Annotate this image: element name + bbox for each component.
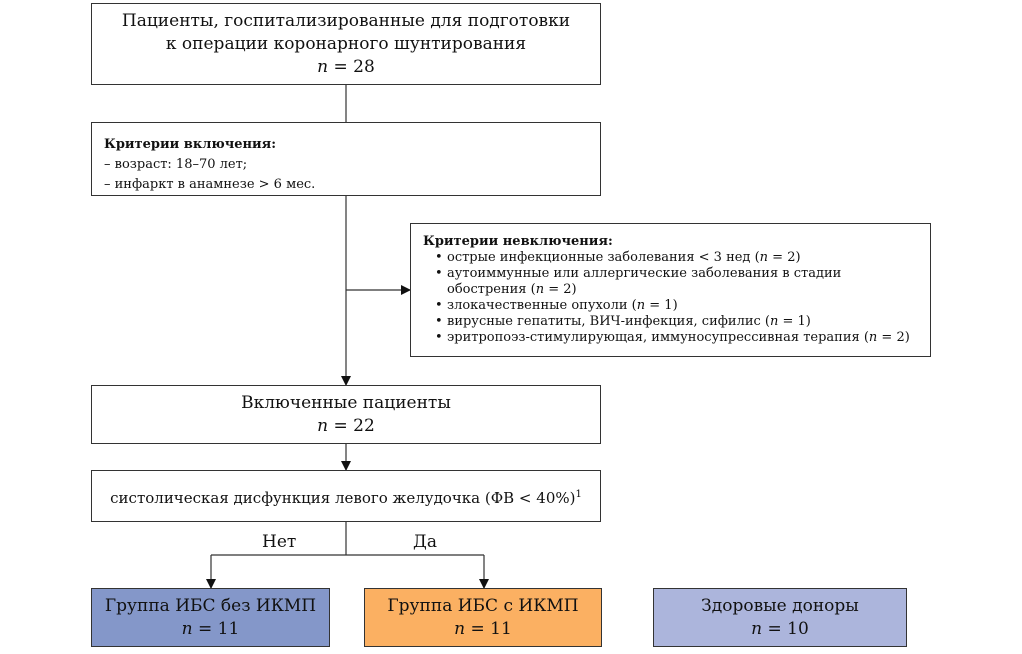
included-title: Включенные пациенты bbox=[241, 392, 451, 413]
included-box: Включенные пациенты n = 22 bbox=[91, 385, 601, 444]
branch-yes-label: Да bbox=[413, 532, 437, 552]
group-count: n = 11 bbox=[181, 618, 240, 639]
exclusion-item: аутоиммунные или аллергические заболеван… bbox=[435, 266, 918, 298]
exclusion-item: вирусные гепатиты, ВИЧ-инфекция, сифилис… bbox=[435, 314, 918, 330]
exclusion-item: злокачественные опухоли (n = 1) bbox=[435, 298, 918, 314]
group-title: Группа ИБС без ИКМП bbox=[104, 595, 317, 616]
group-box-ikmp: Группа ИБС с ИКМП n = 11 bbox=[364, 588, 602, 647]
start-box: Пациенты, госпитализированные для подгот… bbox=[91, 3, 601, 85]
exclusion-item: острые инфекционные заболевания < 3 нед … bbox=[435, 250, 918, 266]
inclusion-box: Критерии включения: – возраст: 18–70 лет… bbox=[91, 122, 601, 196]
exclusion-title: Критерии невключения: bbox=[423, 234, 613, 249]
decision-text: систолическая дисфункция левого желудочк… bbox=[110, 488, 582, 507]
inclusion-item: – возраст: 18–70 лет; bbox=[104, 157, 248, 172]
inclusion-item: – инфаркт в анамнезе > 6 мес. bbox=[104, 177, 316, 192]
exclusion-box: Критерии невключения: острые инфекционны… bbox=[410, 223, 931, 357]
group-box-no-ikmp: Группа ИБС без ИКМП n = 11 bbox=[91, 588, 330, 647]
group-count: n = 10 bbox=[751, 618, 809, 639]
decision-box: систолическая дисфункция левого желудочк… bbox=[91, 470, 601, 522]
group-title: Здоровые доноры bbox=[701, 595, 859, 616]
branch-no-label: Нет bbox=[262, 532, 297, 552]
exclusion-list: острые инфекционные заболевания < 3 нед … bbox=[423, 250, 918, 346]
start-line1: Пациенты, госпитализированные для подгот… bbox=[121, 10, 571, 31]
group-count: n = 11 bbox=[454, 618, 512, 639]
start-count: n = 28 bbox=[317, 56, 375, 77]
group-title: Группа ИБС с ИКМП bbox=[387, 595, 579, 616]
included-count: n = 22 bbox=[317, 415, 375, 436]
inclusion-title: Критерии включения: bbox=[104, 137, 277, 152]
start-line2: к операции коронарного шунтирования bbox=[165, 33, 527, 54]
group-box-donors: Здоровые доноры n = 10 bbox=[653, 588, 907, 647]
exclusion-item: эритропоэз-стимулирующая, иммуносупресси… bbox=[435, 330, 918, 346]
